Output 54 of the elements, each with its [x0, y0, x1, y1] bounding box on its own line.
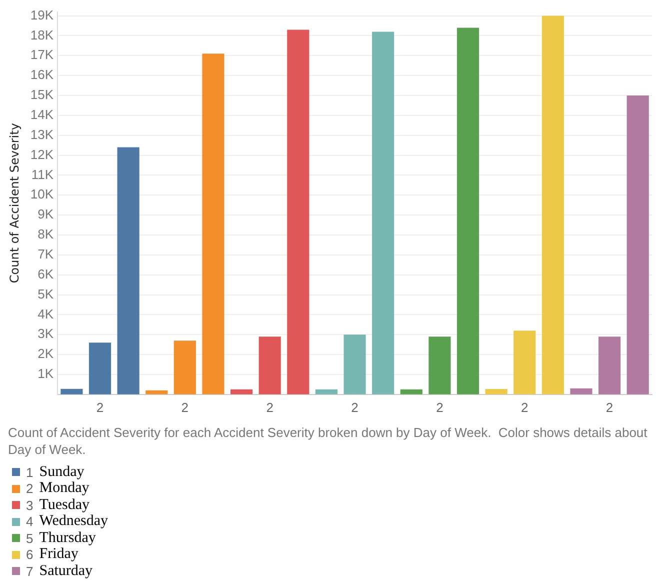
y-tick-label: 2K: [38, 346, 54, 362]
y-tick-label: 6K: [38, 266, 54, 282]
y-tick-label: 12K: [30, 146, 54, 162]
bar: [400, 389, 422, 394]
bar: [372, 32, 394, 394]
y-tick-label: 8K: [38, 226, 54, 242]
x-tick-label: 2: [520, 400, 528, 415]
legend-label: 4 Wednesday: [26, 513, 108, 530]
y-tick-label: 18K: [30, 27, 54, 42]
bar: [88, 342, 112, 394]
bar: [542, 16, 564, 394]
bar: [117, 147, 140, 394]
bar: [174, 340, 196, 394]
bar: [230, 389, 253, 394]
bar: [514, 330, 536, 394]
legend-label: 5 Thursday: [26, 530, 96, 547]
bar: [258, 336, 281, 394]
y-axis-title: Count of Accident Severity: [7, 123, 22, 284]
y-tick-label: 4K: [38, 306, 54, 322]
y-tick-label: 13K: [30, 126, 54, 142]
x-tick-label: 2: [436, 400, 444, 415]
bar: [570, 388, 592, 394]
bar: [626, 95, 649, 394]
bar: [456, 28, 480, 394]
bar: [485, 389, 508, 394]
bar: [287, 30, 310, 394]
bar: [598, 336, 621, 394]
bar: [202, 54, 224, 394]
y-tick-label: 7K: [38, 246, 54, 262]
legend-label: 3 Tuesday: [26, 496, 90, 514]
bar: [344, 334, 366, 394]
x-tick-label: 2: [606, 400, 614, 415]
y-tick-label: 15K: [30, 87, 54, 102]
x-tick-label: 2: [351, 400, 358, 415]
y-tick-label: 11K: [31, 166, 54, 182]
bar: [428, 336, 451, 394]
text: Count of Accident Severity for each Accident Severity broken down by Day of Week. Color shows details about Day of Week.: [8, 424, 648, 458]
bar: [315, 389, 338, 394]
y-tick-label: 14K: [30, 107, 54, 122]
legend-label: 7 Saturday: [26, 562, 93, 580]
legend-label: 6 Friday: [26, 546, 78, 564]
y-tick-label: 9K: [38, 206, 54, 222]
x-tick-label: 2: [181, 400, 189, 415]
y-tick-label: 19K: [30, 7, 54, 22]
y-tick-label: 16K: [30, 67, 54, 82]
y-tick-label: 5K: [38, 286, 54, 302]
y-tick-label: 10K: [30, 186, 54, 202]
y-tick-label: 3K: [38, 326, 54, 342]
x-tick-label: 2: [96, 400, 104, 415]
legend-label: 2 Monday: [26, 480, 90, 498]
x-tick-label: 2: [266, 400, 274, 415]
y-tick-label: 17K: [30, 47, 54, 62]
legend-label: 1 Sunday: [26, 464, 84, 481]
y-tick-label: 1K: [38, 366, 54, 382]
